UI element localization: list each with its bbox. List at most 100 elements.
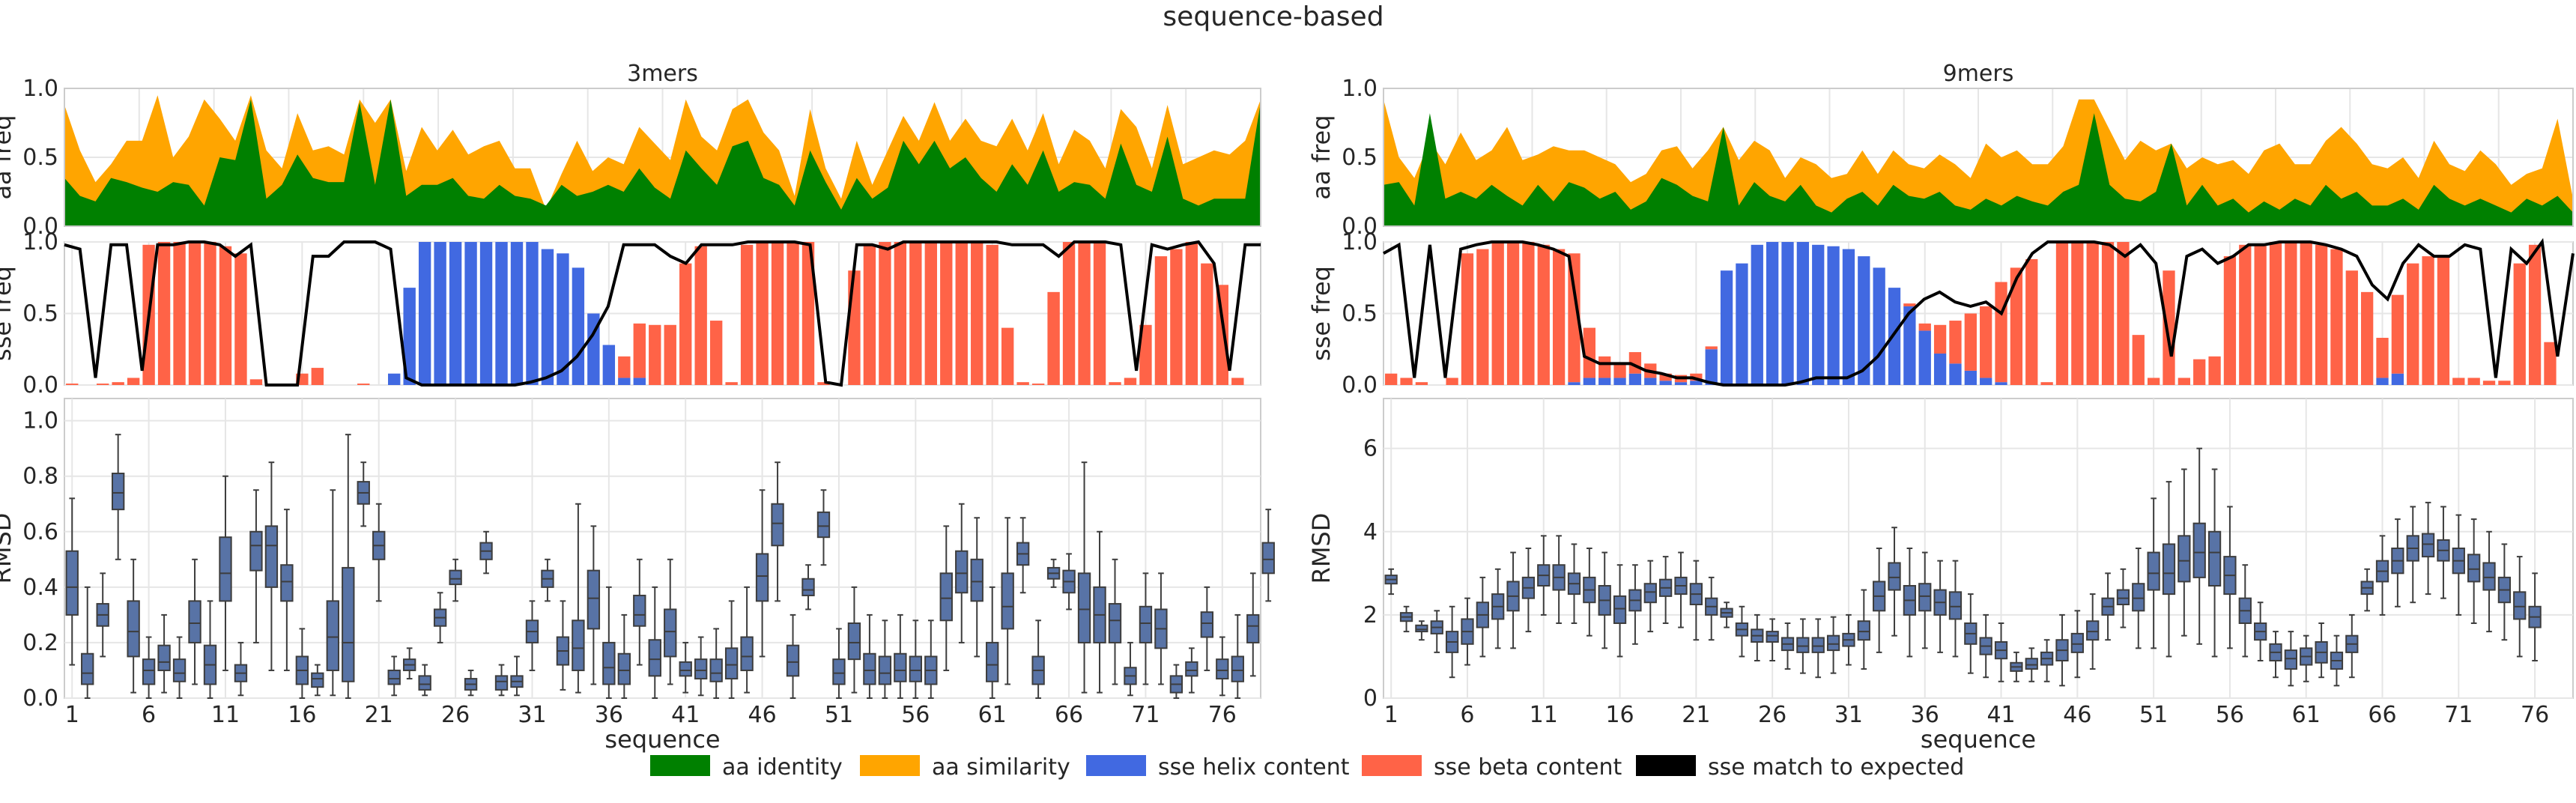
box-iqr: [1766, 631, 1779, 643]
box-iqr: [418, 675, 431, 691]
box-73: [2482, 530, 2496, 633]
bar-beta: [2208, 356, 2221, 385]
box-13: [1567, 543, 1581, 624]
x-tick-label: 16: [288, 702, 316, 728]
box-23: [402, 647, 416, 680]
box-78: [1246, 572, 1260, 677]
bar-beta: [1980, 306, 1992, 378]
bar-beta: [771, 242, 784, 385]
box-12: [234, 641, 248, 697]
bar-beta: [2482, 381, 2496, 385]
bar-beta: [633, 323, 646, 378]
box-iqr: [664, 608, 677, 658]
box-43: [2025, 647, 2038, 682]
box-59: [955, 503, 969, 643]
y-tick-label: 0.0: [1342, 213, 1378, 240]
bar-helix: [1644, 378, 1657, 385]
x-axis-label: sequence: [1921, 725, 2036, 754]
box-9: [1506, 551, 1520, 649]
box-24: [418, 664, 431, 697]
x-tick-label: 21: [365, 702, 393, 728]
bar-beta: [694, 246, 707, 385]
box-iqr: [142, 658, 156, 685]
bar-helix: [1781, 242, 1794, 385]
y-tick-label: 4: [1363, 519, 1378, 545]
box-iqr: [111, 473, 125, 511]
box-74: [1185, 647, 1198, 694]
box-51: [832, 628, 846, 699]
box-72: [2467, 518, 2481, 624]
bar-beta: [234, 253, 247, 385]
x-tick-label: 61: [2292, 702, 2321, 728]
x-tick-label: 46: [2063, 702, 2091, 728]
box-56: [2223, 506, 2237, 649]
box-iqr: [1001, 572, 1014, 630]
bar-beta: [1216, 285, 1229, 385]
box-iqr: [2025, 658, 2038, 670]
box-8: [1491, 568, 1505, 649]
box-59: [2269, 631, 2282, 679]
box-iqr: [1415, 624, 1428, 633]
box-iqr: [1613, 595, 1627, 625]
box-1: [65, 497, 79, 666]
bar-beta: [2345, 270, 2358, 385]
bar-beta: [2101, 242, 2115, 385]
box-73: [1169, 664, 1184, 699]
bar-beta: [249, 379, 263, 385]
bar-helix: [557, 253, 569, 385]
bar-beta: [756, 242, 769, 385]
bar-beta: [1415, 382, 1428, 385]
box-iqr: [449, 569, 462, 586]
bar-beta: [1016, 382, 1029, 385]
bar-helix: [618, 378, 631, 385]
plot-border: [1383, 88, 2574, 227]
box-15: [280, 509, 294, 671]
box-39: [648, 586, 661, 699]
box-46: [2070, 610, 2084, 679]
bar-beta: [2391, 294, 2404, 374]
bar-helix: [526, 242, 539, 385]
bar-helix: [1812, 244, 1825, 385]
bar-beta: [1078, 242, 1091, 385]
box-42: [2010, 651, 2023, 682]
box-iqr: [986, 641, 999, 682]
legend-item: aa identity: [650, 754, 843, 781]
box-64: [1031, 619, 1045, 699]
bar-helix: [1674, 382, 1688, 385]
bar-beta: [1185, 242, 1198, 385]
bar-beta: [219, 246, 232, 385]
box-69: [1108, 558, 1122, 685]
legend-item: aa similarity: [860, 754, 1070, 781]
bar-beta: [709, 321, 723, 385]
box-5: [127, 558, 140, 694]
panel-3mers-sse: 0.0 0.5 1.0 sse freq: [0, 229, 1261, 399]
box-iqr: [755, 553, 769, 602]
line-sse-match: [64, 240, 1261, 387]
legend-item: sse helix content: [1086, 754, 1350, 781]
box-18: [1643, 560, 1657, 633]
bar-beta: [1231, 378, 1244, 385]
bar-helix: [1933, 353, 1947, 385]
box-11: [219, 475, 232, 671]
box-76: [1216, 636, 1229, 697]
x-tick-label: 46: [748, 702, 776, 728]
bar-helix: [572, 267, 585, 385]
bar-helix: [1568, 382, 1581, 385]
y-tick-label: 0.5: [22, 301, 58, 327]
bar-beta: [1031, 384, 1045, 385]
box-65: [1046, 558, 1061, 588]
box-55: [894, 613, 907, 699]
bar-beta: [2498, 381, 2511, 385]
y-axis-label: aa freq: [1307, 115, 1336, 199]
bar-beta: [2025, 258, 2038, 385]
box-57: [924, 619, 938, 699]
box-iqr: [2178, 535, 2191, 583]
y-tick-label: 0.5: [1342, 145, 1378, 171]
box-49: [801, 564, 815, 610]
y-tick-label: 0.2: [22, 630, 58, 656]
bar-beta: [924, 242, 937, 385]
box-iqr: [2284, 649, 2297, 670]
x-tick-label: 51: [2139, 702, 2168, 728]
bar-beta: [787, 242, 799, 385]
box-42: [694, 636, 708, 697]
